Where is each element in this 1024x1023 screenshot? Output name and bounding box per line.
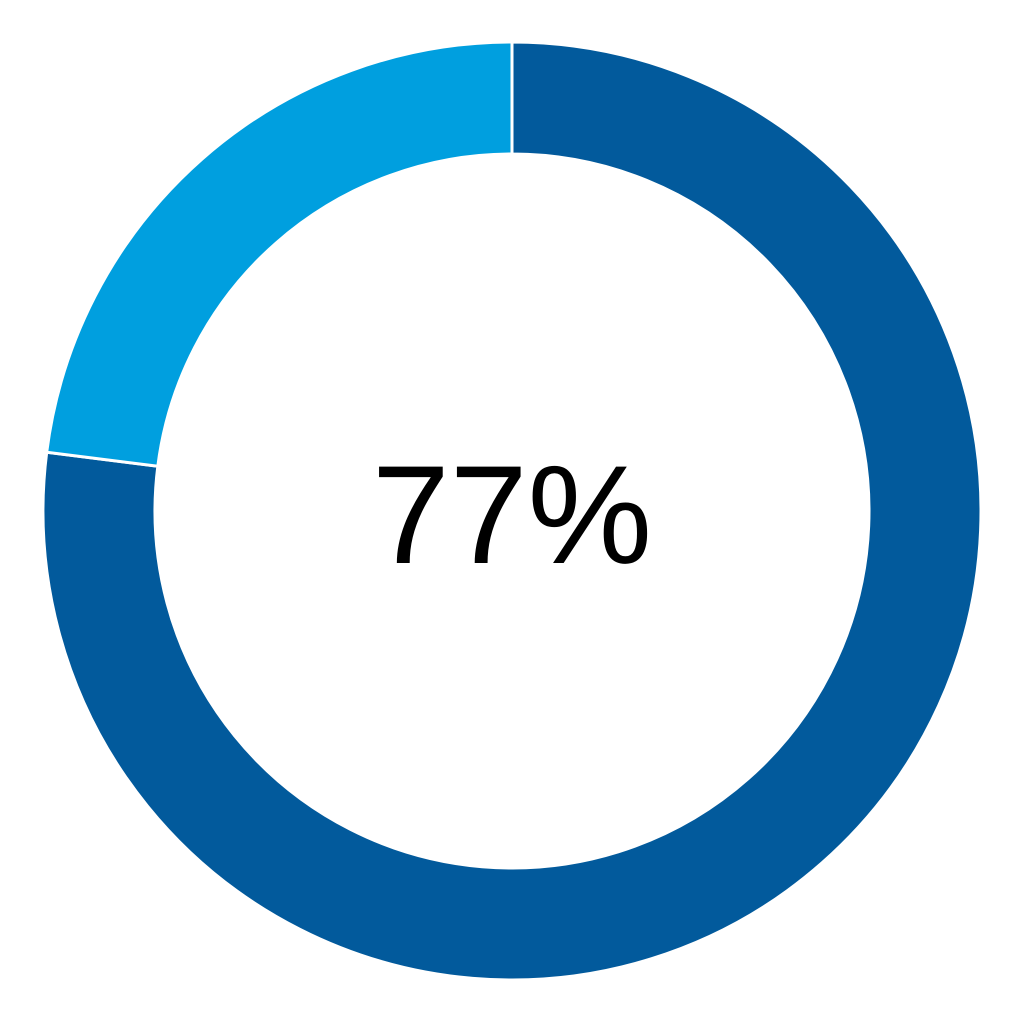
donut-slice-1 [41, 40, 983, 982]
donut-slice-2 [45, 40, 514, 468]
donut-slices [41, 40, 983, 982]
center-percentage-label: 77% [372, 436, 652, 593]
